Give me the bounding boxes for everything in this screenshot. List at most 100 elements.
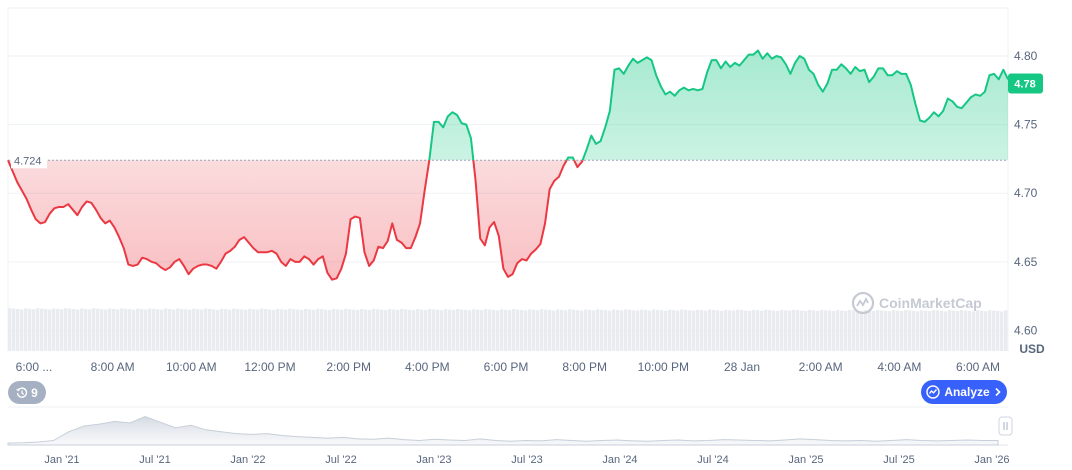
x-tick-label: 6:00 PM [484,360,529,374]
volume-bar [740,310,744,351]
volume-bar [440,310,444,351]
navigator-tick-label: Jan '21 [44,454,79,466]
volume-bar [144,309,148,351]
volume-bar [172,309,176,351]
navigator-tick-label: Jul '24 [697,454,728,466]
navigator-tick-label: Jul '21 [139,454,170,466]
y-tick-label: 4.65 [1014,255,1038,269]
analyze-button[interactable]: Analyze [921,380,1007,404]
volume-bar [348,309,352,351]
volume-bar [680,309,684,351]
volume-bar [916,311,920,351]
volume-bar [496,310,500,351]
volume-bar [136,308,140,351]
volume-bar [908,310,912,351]
volume-bar [644,310,648,351]
volume-bar [772,310,776,351]
volume-bar [864,310,868,351]
volume-bar [940,310,944,351]
volume-bar [388,309,392,351]
volume-bar [44,309,48,351]
volume-bar [268,309,272,351]
volume-bar [720,310,724,351]
volume-bar [524,310,528,351]
volume-bar [300,309,304,351]
volume-bar [944,311,948,351]
volume-bar [868,310,872,351]
volume-bar [360,309,364,351]
x-tick-label: 8:00 AM [91,360,135,374]
volume-bar [228,309,232,351]
volume-bar [532,309,536,351]
volume-bar [516,309,520,351]
volume-bar [324,309,328,351]
volume-bars [8,308,1008,351]
x-tick-label: 10:00 PM [638,360,689,374]
x-tick-label: 8:00 PM [562,360,607,374]
volume-bar [648,310,652,351]
volume-bar [128,309,132,351]
volume-bar [52,308,56,351]
volume-bar [536,310,540,351]
volume-bar [328,310,332,351]
volume-bar [204,308,208,351]
range-handle-icon[interactable] [998,416,1013,436]
volume-bar [716,310,720,351]
x-tick-label: 28 Jan [724,360,760,374]
history-badge[interactable]: 9 [8,381,46,404]
volume-bar [736,309,740,351]
volume-bar [280,309,284,351]
volume-bar [788,310,792,351]
reference-label-text: 4.724 [14,155,42,167]
volume-bar [588,309,592,351]
volume-bar [140,309,144,351]
volume-bar [28,308,32,351]
volume-bar [512,309,516,351]
volume-bar [84,308,88,351]
volume-bar [92,308,96,351]
volume-bar [456,309,460,351]
x-tick-label: 2:00 AM [799,360,843,374]
y-axis: 4.80 4.75 4.70 4.65 4.60 [1014,49,1038,337]
volume-bar [188,309,192,351]
volume-bar [76,309,80,351]
volume-bar [444,309,448,351]
price-line-down [7,160,584,281]
volume-bar [540,309,544,351]
volume-bar [336,309,340,351]
volume-bar [460,309,464,351]
volume-bar [304,308,308,351]
volume-bar [48,309,52,351]
volume-bar [488,309,492,351]
volume-bar [396,309,400,351]
volume-bar [572,309,576,351]
volume-bar [212,309,216,351]
x-tick-label: 4:00 AM [877,360,921,374]
navigator-area [7,415,999,446]
volume-bar [520,310,524,351]
volume-bar [392,309,396,351]
volume-bar [812,310,816,351]
volume-bar [176,308,180,351]
volume-bar [852,310,856,351]
volume-bar [884,310,888,351]
range-navigator[interactable]: Jan '21 Jul '21 Jan '22 Jul '22 Jan '23 Jul '… [7,406,1013,466]
volume-bar [840,310,844,351]
volume-bar [264,309,268,351]
volume-bar [560,309,564,351]
x-tick-label: 6:00 AM [956,360,1000,374]
volume-bar [880,310,884,351]
volume-bar [948,310,952,351]
volume-bar [796,310,800,351]
volume-bar [448,309,452,351]
volume-bar [408,309,412,351]
volume-bar [316,308,320,351]
y-tick-label: 4.75 [1014,118,1038,132]
volume-bar [600,309,604,351]
volume-bar [412,310,416,351]
volume-bar [404,309,408,351]
volume-bar [96,308,100,351]
volume-bar [368,309,372,351]
volume-bar [248,308,252,351]
